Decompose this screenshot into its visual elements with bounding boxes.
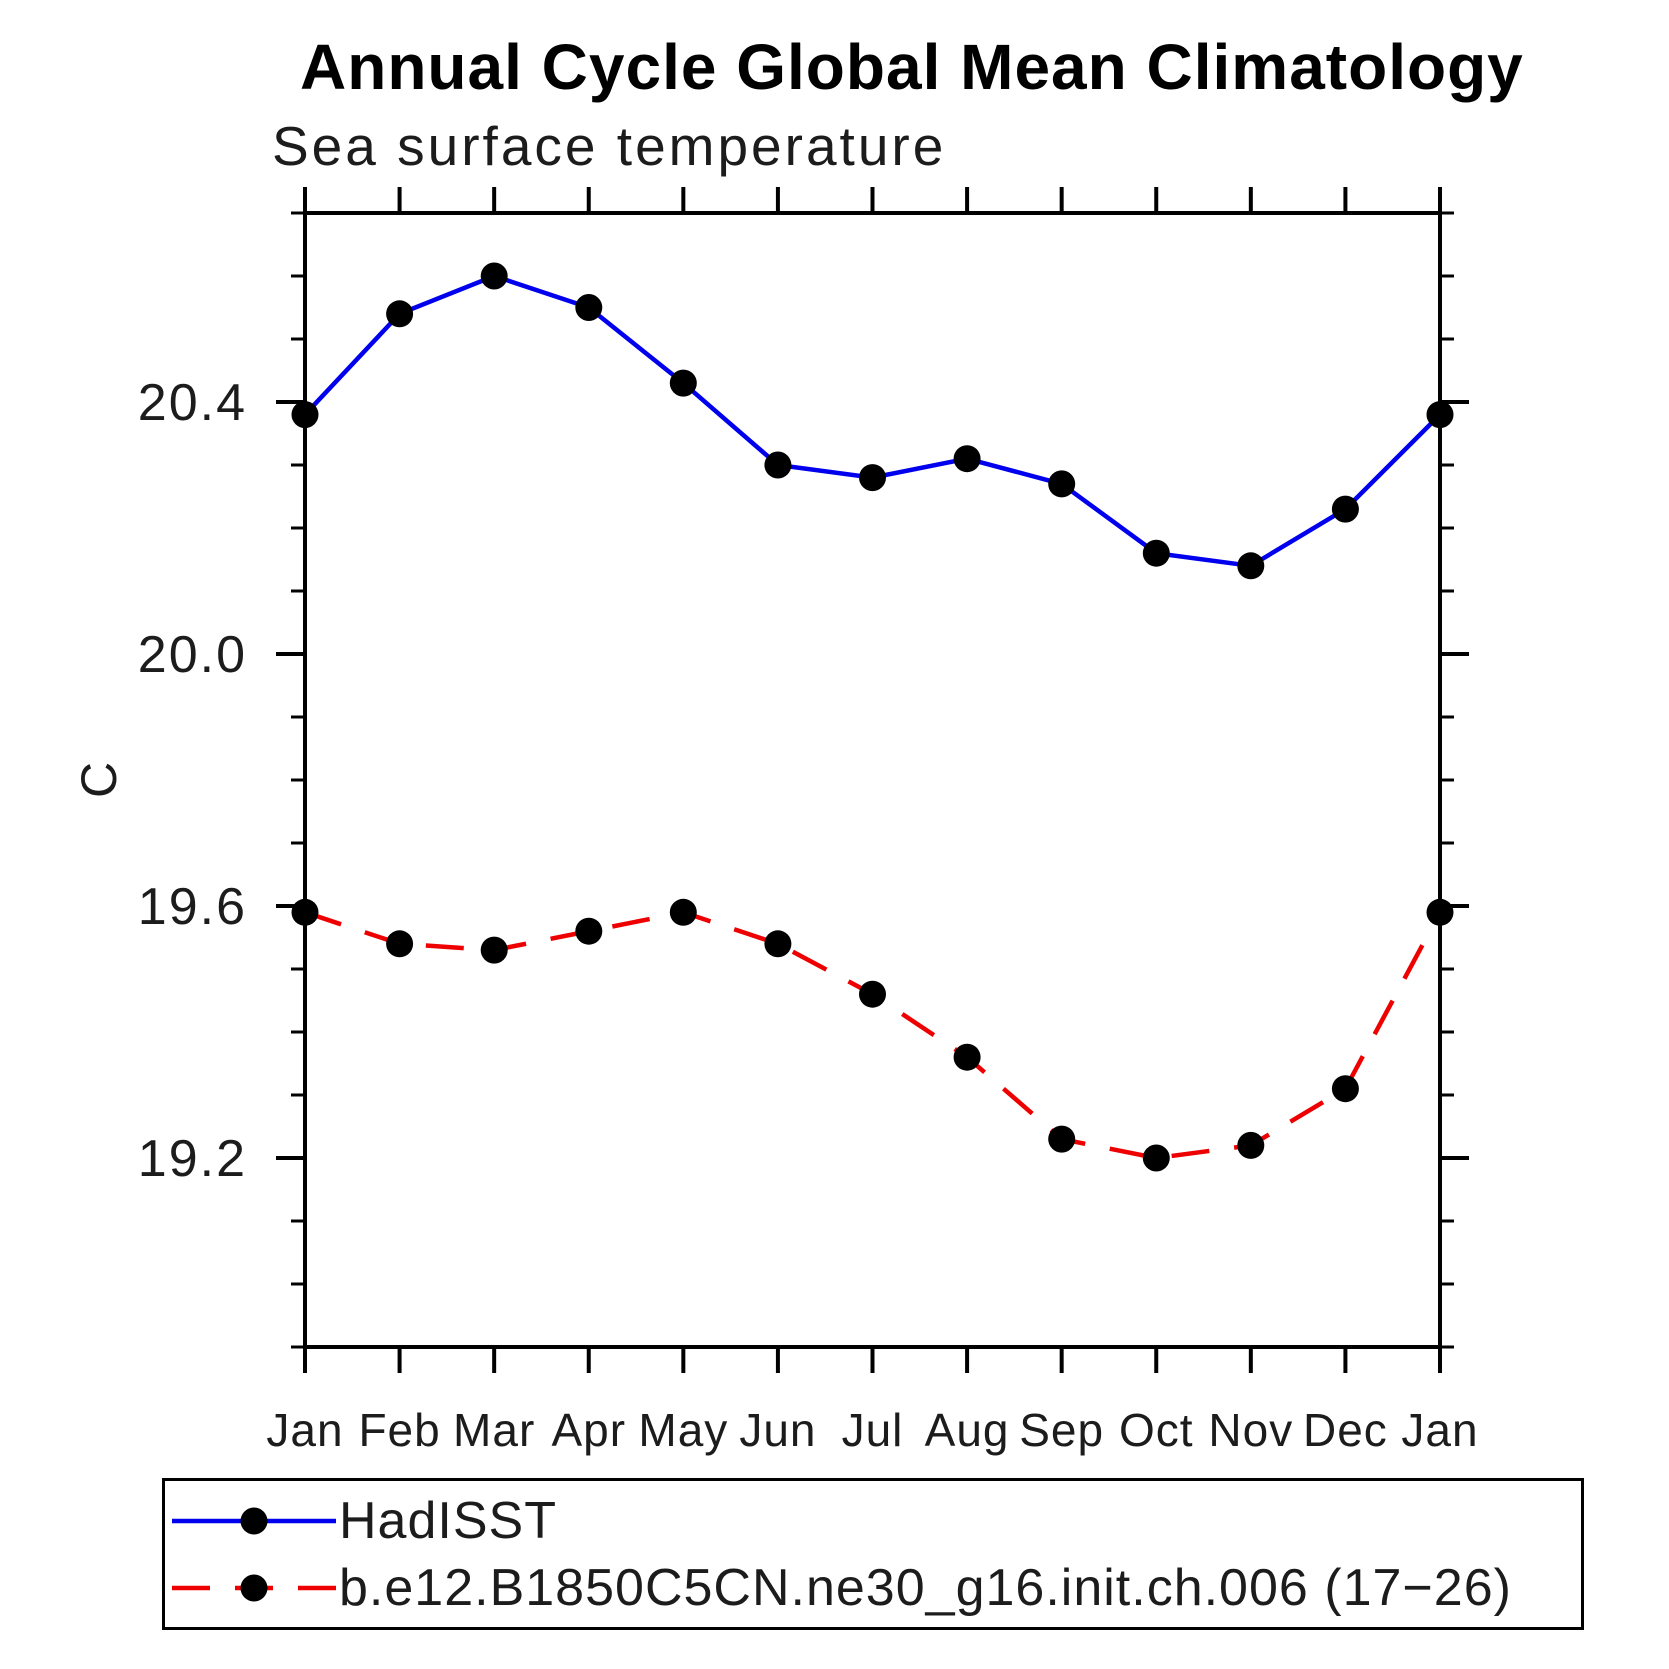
legend-item-hadisst: HadISST [169, 1486, 557, 1556]
data-point-marker [1048, 470, 1076, 498]
data-point-marker [386, 930, 414, 958]
series-line-model [304, 909, 1442, 1161]
x-tick-label: Aug [925, 1404, 1010, 1456]
x-tick-label: Apr [551, 1404, 626, 1456]
data-point-marker [953, 1043, 981, 1071]
data-point-marker [1237, 1131, 1265, 1159]
legend-box: HadISST b.e12.B1850C5CN.ne30_g16.init.ch… [162, 1478, 1584, 1630]
data-point-marker [575, 294, 603, 321]
x-tick-label: Dec [1303, 1404, 1388, 1456]
legend-marker [240, 1507, 268, 1535]
data-point-marker [1237, 552, 1265, 580]
data-point-marker [1048, 1125, 1076, 1153]
data-point-marker [1331, 1075, 1359, 1103]
legend-label-model: b.e12.B1850C5CN.ne30_g16.init.ch.006 (17… [339, 1559, 1512, 1617]
data-point-marker [291, 898, 319, 926]
x-tick-label: Nov [1208, 1404, 1293, 1456]
legend-item-model: b.e12.B1850C5CN.ne30_g16.init.ch.006 (17… [169, 1553, 1512, 1623]
data-point-marker [1331, 495, 1359, 523]
legend-line-sample-model [172, 1574, 336, 1602]
series-line-hadisst [303, 273, 1442, 569]
data-point-marker [386, 300, 414, 328]
data-point-marker [859, 980, 886, 1008]
data-point-marker [953, 445, 981, 473]
y-tick-label: 19.6 [138, 878, 247, 936]
data-point-marker [480, 936, 508, 964]
x-tick-label: May [638, 1404, 728, 1456]
data-point-marker [1426, 898, 1454, 926]
chart-title: Annual Cycle Global Mean Climatology [300, 31, 1524, 103]
data-point-marker [669, 369, 697, 397]
x-tick-label: Oct [1119, 1404, 1194, 1456]
x-tick-label: Sep [1019, 1404, 1104, 1456]
data-point-marker [291, 401, 319, 429]
data-point-marker [1142, 1144, 1170, 1172]
y-tick-label: 20.4 [138, 374, 247, 432]
x-tick-label: Jun [739, 1404, 816, 1456]
legend-line-sample-hadisst [172, 1507, 336, 1535]
data-point-marker [1142, 539, 1170, 567]
data-point-marker [669, 898, 697, 926]
data-point-marker [1426, 401, 1454, 429]
x-tick-label: Mar [453, 1404, 535, 1456]
data-point-marker [764, 930, 792, 958]
data-point-marker [764, 451, 792, 479]
y-tick-label: 19.2 [138, 1130, 247, 1188]
data-point-marker [575, 917, 603, 945]
x-tick-label: Feb [358, 1404, 440, 1456]
legend-label-hadisst: HadISST [339, 1492, 557, 1550]
legend-marker [240, 1574, 268, 1602]
data-point-marker [480, 262, 508, 290]
x-tick-label: Jul [842, 1404, 904, 1456]
x-tick-label: Jan [1401, 1404, 1478, 1456]
x-tick-label: Jan [266, 1404, 343, 1456]
chart-subtitle: Sea surface temperature [272, 115, 947, 177]
data-point-marker [859, 464, 886, 492]
y-tick-label: 20.0 [138, 626, 247, 684]
plot-border [303, 211, 1442, 1349]
